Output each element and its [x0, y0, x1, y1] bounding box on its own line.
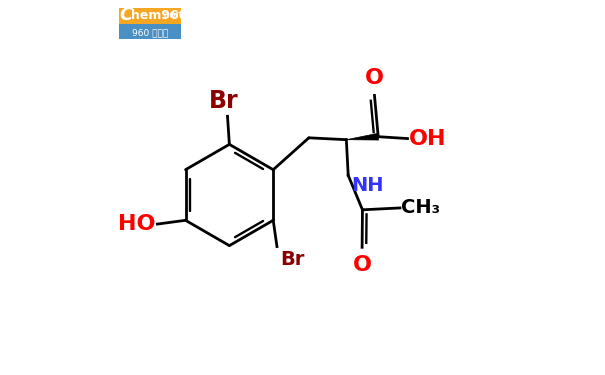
Text: C: C: [120, 6, 133, 24]
Text: O: O: [365, 68, 384, 88]
Text: O: O: [353, 255, 371, 275]
Text: NH: NH: [352, 177, 384, 195]
Text: Br: Br: [281, 250, 305, 268]
Text: CH₃: CH₃: [402, 198, 440, 217]
FancyBboxPatch shape: [120, 24, 182, 39]
FancyBboxPatch shape: [120, 8, 182, 25]
Text: .com: .com: [161, 10, 186, 20]
Text: OH: OH: [409, 129, 446, 148]
Polygon shape: [346, 134, 379, 140]
Text: Br: Br: [209, 88, 238, 112]
Text: 960 化工网: 960 化工网: [132, 28, 169, 37]
Text: hem960: hem960: [131, 9, 187, 22]
Text: HO: HO: [119, 214, 156, 234]
